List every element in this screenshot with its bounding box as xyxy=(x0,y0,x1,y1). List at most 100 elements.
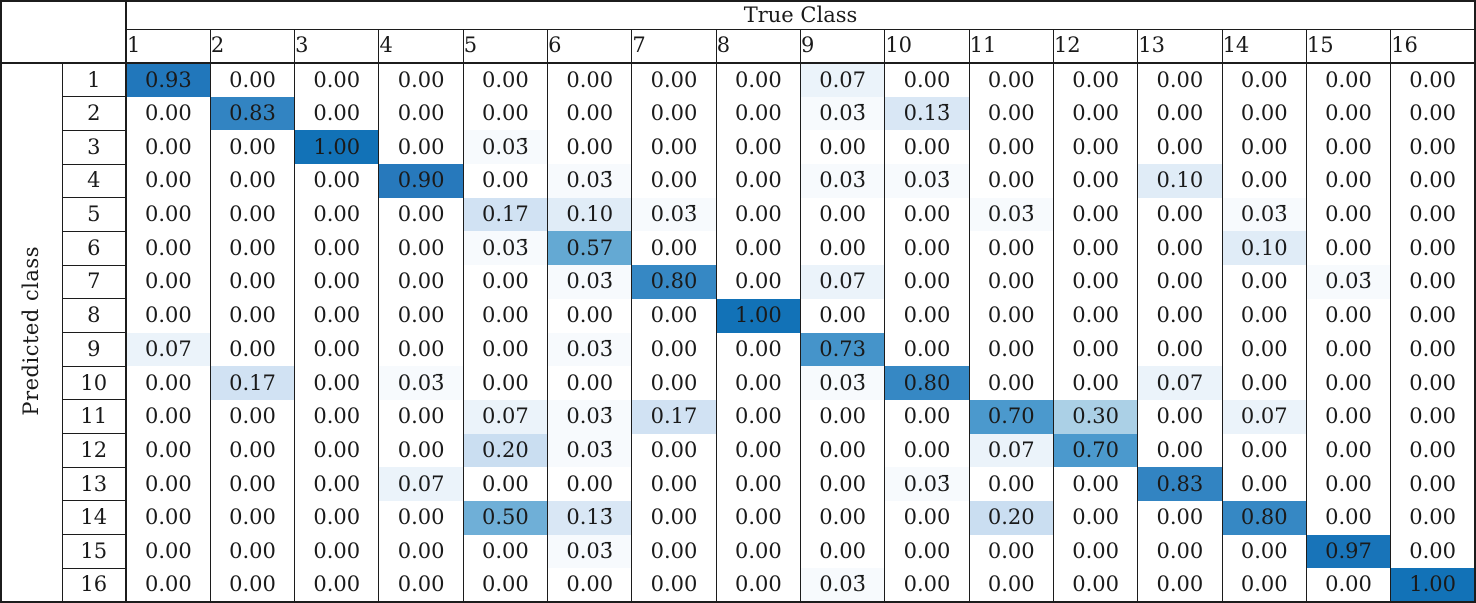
matrix-cell: 0.00 xyxy=(1221,467,1307,501)
matrix-cell: 0.00 xyxy=(1052,366,1138,400)
column-header: 8 xyxy=(715,29,801,64)
matrix-cell: 0.20 xyxy=(968,500,1054,535)
matrix-cell: 0.00 xyxy=(1390,399,1475,434)
matrix-cell: 0.10 xyxy=(1221,231,1307,266)
matrix-cell: 0.00 xyxy=(968,96,1054,131)
matrix-cell: 0.00 xyxy=(1305,231,1391,266)
matrix-cell: 0.03̄ xyxy=(968,197,1054,232)
matrix-cell: 0.00 xyxy=(1052,63,1138,97)
matrix-cell: 0.00 xyxy=(1305,366,1391,400)
matrix-cell: 0.00 xyxy=(799,399,885,434)
matrix-cell: 0.00 xyxy=(715,130,801,165)
matrix-cell: 0.00 xyxy=(125,534,211,569)
matrix-cell: 0.00 xyxy=(1221,96,1307,131)
matrix-cell: 0.00 xyxy=(1221,568,1307,602)
matrix-cell: 0.00 xyxy=(378,399,464,434)
matrix-cell: 0.00 xyxy=(1137,534,1223,569)
matrix-cell: 0.00 xyxy=(125,467,211,501)
row-header: 1 xyxy=(62,63,127,98)
matrix-cell: 0.00 xyxy=(294,164,379,198)
matrix-cell: 0.00 xyxy=(799,500,885,535)
matrix-cell: 0.00 xyxy=(547,96,632,131)
matrix-row: 3 0.00 0.00 1.00 0.00 0.03̄ 0.00 0.00 0.00 0.00 0.… xyxy=(1,130,1475,165)
matrix-cell: 0.00 xyxy=(1390,265,1475,299)
matrix-cell: 0.00 xyxy=(125,130,211,165)
matrix-cell: 0.73 xyxy=(799,332,885,367)
matrix-cell: 0.00 xyxy=(294,298,379,333)
matrix-cell: 0.00 xyxy=(884,433,970,468)
matrix-cell: 0.00 xyxy=(968,265,1054,299)
matrix-cell: 0.00 xyxy=(1052,265,1138,299)
matrix-cell: 0.00 xyxy=(294,568,379,602)
matrix-cell: 0.00 xyxy=(1052,130,1138,165)
matrix-cell: 0.00 xyxy=(884,534,970,569)
matrix-cell: 0.00 xyxy=(1137,197,1223,232)
matrix-cell: 0.00 xyxy=(631,298,717,333)
matrix-cell: 0.00 xyxy=(1390,130,1475,165)
matrix-cell: 0.03̄ xyxy=(547,164,632,198)
matrix-cell: 0.80 xyxy=(884,366,970,400)
matrix-cell: 0.00 xyxy=(1390,366,1475,400)
matrix-cell: 0.80 xyxy=(1221,500,1307,535)
matrix-cell: 0.00 xyxy=(1137,399,1223,434)
matrix-cell: 0.00 xyxy=(884,265,970,299)
column-header: 13 xyxy=(1137,29,1223,64)
matrix-cell: 0.00 xyxy=(715,568,801,602)
matrix-cell: 0.03̄ xyxy=(799,366,885,400)
matrix-cell: 0.97 xyxy=(1305,534,1391,569)
matrix-cell: 0.00 xyxy=(209,298,295,333)
matrix-cell: 0.00 xyxy=(125,399,211,434)
row-header: 13 xyxy=(62,467,127,502)
matrix-cell: 0.00 xyxy=(884,332,970,367)
row-header: 3 xyxy=(62,130,127,165)
matrix-cell: 0.00 xyxy=(968,366,1054,400)
matrix-cell: 0.00 xyxy=(968,534,1054,569)
matrix-cell: 0.00 xyxy=(1305,96,1391,131)
matrix-cell: 0.00 xyxy=(125,568,211,602)
matrix-cell: 1.00 xyxy=(1390,568,1475,602)
matrix-cell: 0.00 xyxy=(968,298,1054,333)
matrix-cell: 0.00 xyxy=(209,231,295,266)
matrix-cell: 0.00 xyxy=(1052,298,1138,333)
matrix-cell: 0.00 xyxy=(799,298,885,333)
matrix-cell: 0.00 xyxy=(378,231,464,266)
matrix-cell: 0.00 xyxy=(884,197,970,232)
row-header: 8 xyxy=(62,298,127,333)
matrix-cell: 0.00 xyxy=(125,298,211,333)
matrix-cell: 0.80 xyxy=(631,265,717,299)
matrix-cell: 0.00 xyxy=(631,500,717,535)
matrix-cell: 0.00 xyxy=(968,231,1054,266)
matrix-cell: 0.00 xyxy=(631,467,717,501)
matrix-cell: 0.03̄ xyxy=(799,568,885,602)
matrix-cell: 0.90 xyxy=(378,164,464,198)
column-header: 14 xyxy=(1221,29,1307,64)
matrix-cell: 0.03̄ xyxy=(884,467,970,501)
matrix-cell: 0.00 xyxy=(125,433,211,468)
matrix-cell: 0.00 xyxy=(968,332,1054,367)
matrix-cell: 0.00 xyxy=(631,433,717,468)
matrix-cell: 0.07 xyxy=(799,63,885,97)
matrix-cell: 0.17 xyxy=(462,197,548,232)
matrix-cell: 0.00 xyxy=(209,500,295,535)
matrix-cell: 0.03̄ xyxy=(547,332,632,367)
matrix-row: 6 0.00 0.00 0.00 0.00 0.03̄ 0.57 0.00 0.00 0.00 0.… xyxy=(1,231,1475,266)
matrix-cell: 0.07 xyxy=(378,467,464,501)
matrix-cell: 0.00 xyxy=(125,96,211,131)
matrix-cell: 0.13̄ xyxy=(884,96,970,131)
matrix-cell: 0.70 xyxy=(1052,433,1138,468)
matrix-cell: 0.30 xyxy=(1052,399,1138,434)
matrix-cell: 0.00 xyxy=(715,265,801,299)
matrix-cell: 0.00 xyxy=(1390,332,1475,367)
matrix-cell: 0.00 xyxy=(294,332,379,367)
matrix-cell: 0.00 xyxy=(968,568,1054,602)
matrix-cell: 0.00 xyxy=(125,197,211,232)
matrix-cell: 0.00 xyxy=(1390,298,1475,333)
column-header: 15 xyxy=(1305,29,1391,64)
matrix-cell: 0.00 xyxy=(1137,568,1223,602)
row-header: 6 xyxy=(62,231,127,266)
matrix-cell: 0.00 xyxy=(125,366,211,400)
matrix-cell: 0.07 xyxy=(799,265,885,299)
matrix-cell: 0.00 xyxy=(294,433,379,468)
matrix-cell: 0.00 xyxy=(715,433,801,468)
